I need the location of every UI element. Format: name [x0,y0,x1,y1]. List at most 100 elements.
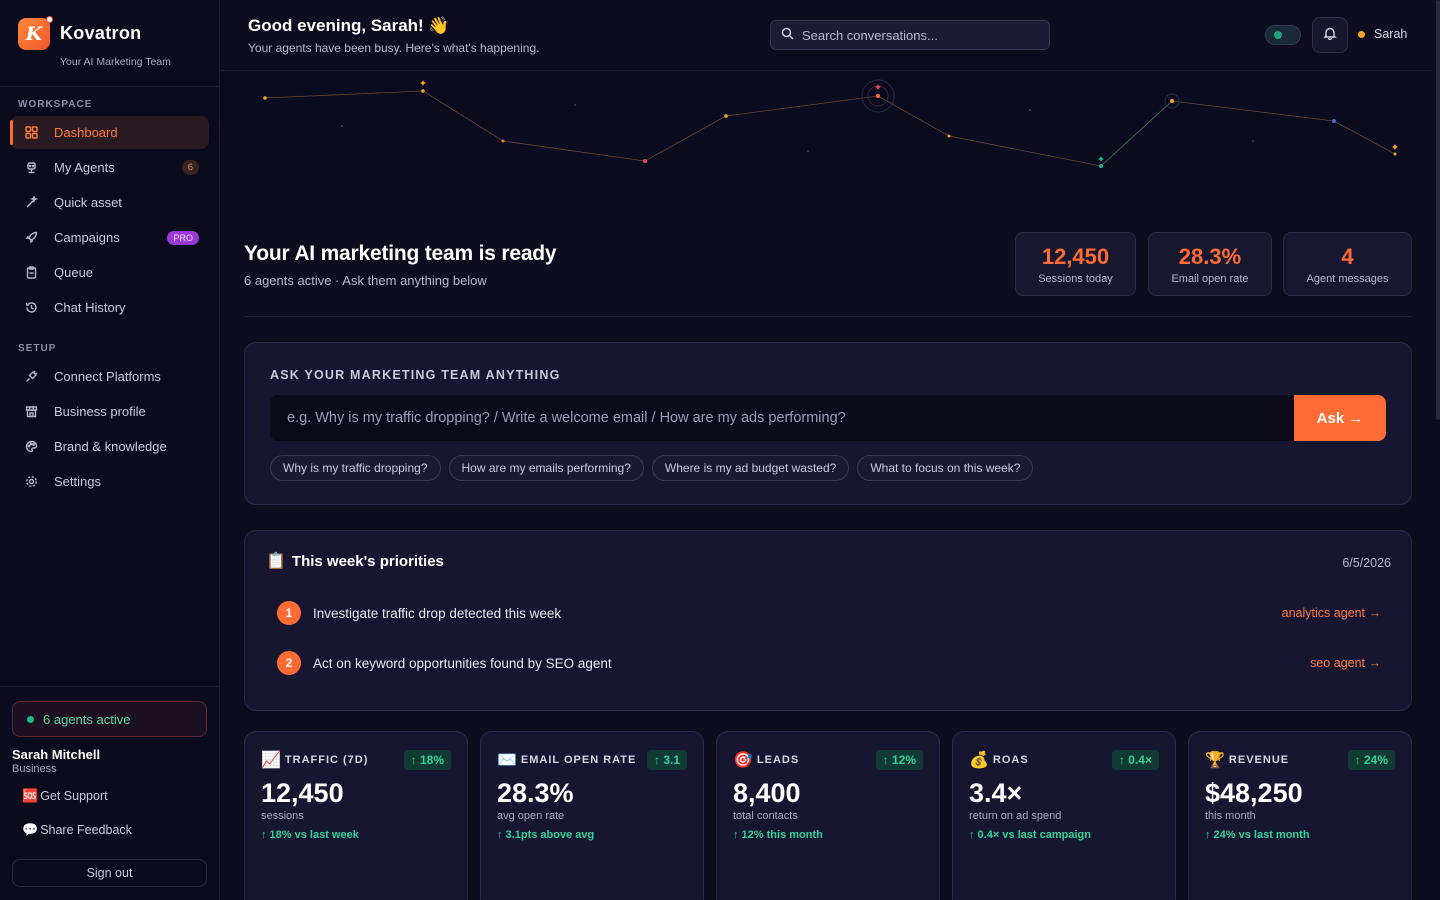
store-icon [24,405,38,419]
sidebar-item-campaigns[interactable]: Campaigns PRO [10,221,209,254]
kpi-value: 3.4× [969,778,1023,808]
section-divider [244,316,1412,317]
scrollbar[interactable] [1436,0,1440,420]
robot-icon [24,161,38,175]
stat-agent-messages: 4 Agent messages [1283,232,1412,296]
sidebar-item-connect-platforms[interactable]: Connect Platforms [10,360,209,393]
kpi-card-leads[interactable]: 🎯 LEADS ↑ 12% 8,400 total contacts ↑ 12% … [716,731,940,900]
kpi-value: 28.3% [497,778,574,808]
suggestion-chip[interactable]: Why is my traffic dropping? [270,455,441,481]
user-menu[interactable]: Sarah [1358,27,1407,41]
toggle-knob [1274,31,1282,39]
sidebar-item-label: My Agents [54,160,115,175]
sidebar-item-dashboard[interactable]: Dashboard [10,116,209,149]
stat-value: 28.3% [1178,244,1242,269]
kpi-value: 12,450 [261,778,344,808]
kpi-label-text: ROAS [992,754,1029,766]
ask-card: ASK YOUR MARKETING TEAM ANYTHING e.g. Wh… [244,342,1412,505]
search-input[interactable]: Search conversations... [770,20,1050,50]
agents-active-status[interactable]: 6 agents active [12,701,207,737]
priorities-card: 📋 This week's priorities 6/5/2026 1 Inve… [244,530,1412,711]
grid-icon [24,126,38,140]
priority-agent-link[interactable]: seo agent → [1310,656,1381,670]
priority-item: 1 Investigate traffic drop detected this… [277,600,1381,626]
priorities-date: 6/5/2026 [1342,556,1391,570]
sidebar-item-label: Settings [54,474,101,489]
rocket-icon [24,231,38,245]
suggestion-chip[interactable]: What to focus on this week? [857,455,1034,481]
sidebar-item-quick-asset[interactable]: Quick asset [10,186,209,219]
kpi-delta-badge: ↑ 18% [403,750,451,770]
feedback-label: Share Feedback [40,823,132,837]
suggestion-chip[interactable]: How are my emails performing? [448,455,644,481]
priority-agent-link[interactable]: analytics agent → [1281,606,1381,620]
stat-value: 12,450 [1041,244,1110,269]
magic-wand-icon [24,196,38,210]
sidebar-item-label: Brand & knowledge [54,439,167,454]
sign-out-button[interactable]: Sign out [12,859,207,887]
sidebar-item-business-profile[interactable]: Business profile [10,395,209,428]
plug-icon [24,370,38,384]
kpi-card-roas[interactable]: 💰 ROAS ↑ 0.4× 3.4× return on ad spend ↑ 0… [952,731,1176,900]
kpi-delta-badge: ↑ 0.4× [1111,750,1159,770]
brand[interactable]: K Kovatron Your AI Marketing Team [0,0,219,87]
stat-email-open-rate: 28.3% Email open rate [1148,232,1272,296]
hero-title: Your AI marketing team is ready [244,242,557,265]
agents-active-label: 6 agents active [43,711,131,727]
priority-item: 2 Act on keyword opportunities found by … [277,650,1381,676]
sidebar-item-queue[interactable]: Queue [10,256,209,289]
sidebar-item-label: Chat History [54,300,126,315]
stat-label: Agent messages [1306,273,1389,285]
kpi-trend: ↑ 18% vs last week [261,829,359,841]
ask-button[interactable]: Ask → [1294,395,1386,441]
pro-badge: PRO [167,230,199,245]
support-label: Get Support [40,789,108,803]
priority-number: 2 [277,651,301,675]
clipboard-icon [24,266,38,280]
sidebar-item-my-agents[interactable]: My Agents 6 [10,151,209,184]
priority-text: Act on keyword opportunities found by SE… [313,655,612,671]
kpi-label: ✉️ EMAIL OPEN RATE [497,750,636,770]
ask-heading: ASK YOUR MARKETING TEAM ANYTHING [270,368,561,382]
priorities-heading: 📋 This week's priorities [266,551,444,571]
sos-icon: 🆘 [22,788,39,803]
stat-label: Email open rate [1171,273,1249,285]
theme-toggle[interactable] [1265,25,1301,45]
kpi-label-text: TRAFFIC (7D) [284,754,369,766]
logo-letter: K [25,23,43,45]
kpi-delta-badge: ↑ 24% [1347,750,1395,770]
suggestion-chip[interactable]: Where is my ad budget wasted? [651,455,850,481]
kpi-card-revenue[interactable]: 🏆 REVENUE ↑ 24% $48,250 this month ↑ 24% … [1188,731,1412,900]
brand-name: Kovatron [60,23,142,43]
stat-sessions-today: 12,450 Sessions today [1015,232,1136,296]
share-feedback-link[interactable]: 💬 Share Feedback [12,819,207,841]
priority-text: Investigate traffic drop detected this w… [313,605,562,621]
ask-placeholder: e.g. Why is my traffic dropping? / Write… [287,410,846,426]
kpi-label: 🏆 REVENUE [1205,750,1289,770]
topbar: Good evening, Sarah! 👋 Your agents have … [220,0,1432,71]
kpi-label: 💰 ROAS [969,750,1029,770]
kpi-unit: sessions [261,810,304,822]
trophy-emoji-icon: 🏆 [1205,752,1225,769]
activity-constellation [220,72,1432,192]
priorities-title: This week's priorities [291,552,444,570]
notifications-button[interactable] [1312,17,1348,53]
kpi-label-text: LEADS [756,754,800,766]
sidebar-footer: 6 agents active Sarah Mitchell Business … [0,686,219,887]
money-bag-emoji-icon: 💰 [969,752,989,769]
sidebar-item-label: Dashboard [54,125,118,140]
sidebar-item-brand-knowledge[interactable]: Brand & knowledge [10,430,209,463]
search-placeholder: Search conversations... [802,27,938,43]
kpi-card-traffic[interactable]: 📈 TRAFFIC (7D) ↑ 18% 12,450 sessions ↑ 18… [244,731,468,900]
agents-count-badge: 6 [181,160,199,175]
get-support-link[interactable]: 🆘 Get Support [12,785,207,807]
main-content: Good evening, Sarah! 👋 Your agents have … [220,0,1440,900]
sidebar: K Kovatron Your AI Marketing Team WORKSP… [0,0,220,900]
kpi-unit: return on ad spend [969,810,1062,822]
sidebar-item-settings[interactable]: Settings [10,465,209,498]
kpi-card-email-open-rate[interactable]: ✉️ EMAIL OPEN RATE ↑ 3.1 28.3% avg open r… [480,731,704,900]
ask-input[interactable]: e.g. Why is my traffic dropping? / Write… [270,395,1294,441]
sidebar-item-chat-history[interactable]: Chat History [10,291,209,324]
user-short-name: Sarah [1374,27,1408,41]
speech-bubble-icon: 💬 [22,822,39,837]
